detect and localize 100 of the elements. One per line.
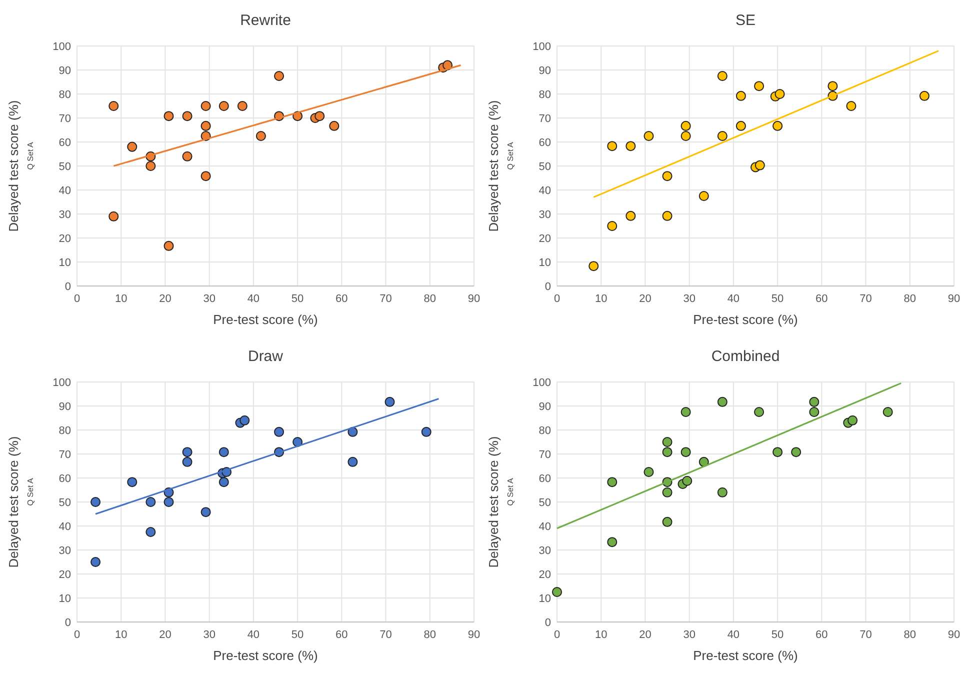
y-tick-label: 10 (538, 593, 551, 605)
x-axis-title: Pre-test score (%) (213, 312, 318, 327)
y-tick-label: 30 (58, 545, 71, 557)
point (846, 100, 856, 112)
y-tick-label: 40 (538, 521, 551, 533)
point (421, 426, 432, 437)
y-tick-label: 30 (58, 209, 71, 221)
y-tick-label: 50 (58, 161, 71, 173)
point (791, 447, 802, 458)
y-tick-label: 50 (538, 161, 551, 173)
x-tick-label: 0 (554, 629, 560, 641)
point (240, 415, 250, 426)
y-axis-title: Delayed test score (%) (486, 436, 501, 568)
y-tick-label: 80 (58, 89, 71, 101)
y-tick-label: 90 (538, 401, 551, 413)
point (680, 447, 691, 458)
x-tick-label: 40 (727, 629, 740, 641)
y-tick-label: 50 (538, 497, 551, 509)
point (108, 211, 119, 222)
point (809, 396, 820, 407)
y-tick-label: 20 (58, 233, 71, 245)
x-tick-label: 80 (904, 293, 916, 305)
point (607, 537, 618, 548)
x-tick-label: 20 (639, 293, 652, 305)
point (682, 476, 692, 486)
x-tick-label: 90 (948, 293, 960, 305)
point (662, 436, 672, 448)
y-tick-label: 50 (58, 497, 71, 509)
y-tick-label: 80 (58, 425, 71, 437)
x-tick-label: 10 (114, 629, 128, 641)
x-tick-label: 90 (468, 629, 480, 641)
point (146, 496, 156, 508)
point (736, 120, 746, 131)
point (662, 516, 672, 527)
point (736, 90, 746, 101)
x-tick-label: 20 (159, 629, 172, 641)
y-tick-label: 100 (532, 41, 551, 53)
point (607, 141, 618, 152)
point (662, 171, 672, 182)
point (314, 111, 325, 122)
x-tick-label: 20 (159, 293, 172, 305)
x-tick-label: 30 (683, 629, 696, 641)
y-tick-label: 60 (58, 137, 71, 149)
point (90, 496, 101, 508)
point (164, 496, 174, 508)
y-tick-label: 70 (58, 113, 71, 125)
x-tick-label: 60 (336, 293, 348, 305)
x-tick-label: 80 (424, 629, 436, 641)
chart-title: SE (735, 12, 756, 29)
point (182, 111, 192, 122)
point (662, 210, 672, 221)
point (717, 130, 728, 142)
point (200, 507, 211, 518)
point (626, 141, 636, 152)
point (127, 142, 138, 152)
chart-title: Combined (711, 348, 780, 365)
y-tick-label: 0 (544, 281, 551, 293)
y-tick-label: 90 (538, 65, 551, 77)
point (607, 477, 618, 488)
text: Q Set A (506, 478, 515, 506)
y-tick-label: 40 (538, 185, 551, 197)
x-tick-label: 50 (771, 629, 784, 641)
y-tick-label: 10 (58, 257, 71, 269)
y-tick-label: 100 (52, 377, 71, 389)
point (108, 100, 119, 112)
y-tick-label: 30 (538, 545, 551, 557)
point (662, 487, 672, 498)
point (717, 396, 728, 407)
chart-title: Draw (248, 348, 284, 365)
point (882, 406, 893, 418)
y-tick-label: 20 (538, 569, 551, 581)
x-tick-label: 70 (380, 293, 392, 305)
point (218, 447, 229, 458)
x-tick-label: 0 (74, 629, 80, 641)
point (772, 447, 783, 458)
x-tick-label: 70 (860, 293, 872, 305)
point (146, 526, 156, 538)
y-tick-label: 0 (544, 617, 551, 629)
x-tick-label: 50 (291, 629, 304, 641)
y-tick-label: 40 (58, 185, 71, 197)
text: Q Set A (26, 142, 35, 170)
point (200, 100, 211, 112)
y-tick-label: 90 (58, 65, 71, 77)
point (329, 120, 340, 131)
point (754, 406, 764, 418)
y-tick-label: 20 (538, 233, 551, 245)
point (588, 261, 599, 272)
x-tick-label: 0 (554, 293, 560, 305)
point (90, 556, 101, 568)
y-tick-label: 80 (538, 425, 551, 437)
point (384, 396, 395, 407)
y-tick-label: 0 (64, 281, 71, 293)
x-tick-label: 60 (816, 293, 828, 305)
point (919, 90, 930, 101)
y-tick-label: 40 (58, 521, 71, 533)
text: Q Set A (506, 142, 515, 170)
point (182, 447, 192, 458)
point (698, 190, 709, 202)
y-tick-label: 20 (58, 569, 71, 581)
x-axis-title: Pre-test score (%) (693, 648, 798, 663)
